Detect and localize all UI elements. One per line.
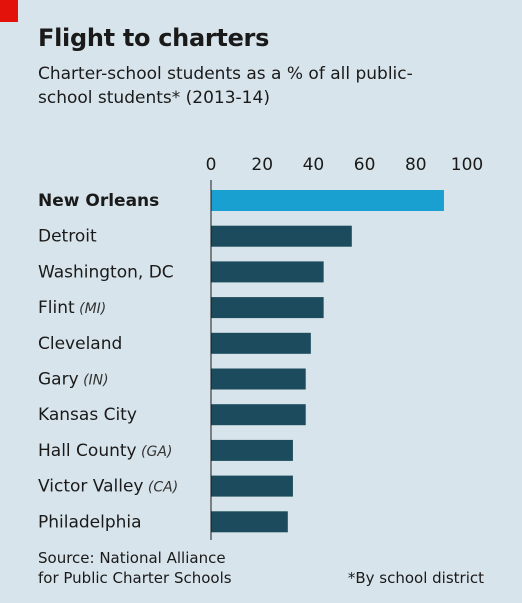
bar [211,261,324,283]
x-tick-label: 0 [206,155,217,175]
category-label: Victor Valley (CA) [38,477,178,497]
bar [211,368,306,390]
x-tick-label: 80 [405,155,427,175]
brand-tag [0,0,18,22]
category-label: Kansas City [38,405,137,425]
footnote: *By school district [347,569,484,587]
chart-title: Flight to charters [38,24,270,52]
bar [211,332,311,354]
bar [211,511,288,533]
category-label: Detroit [38,227,97,247]
category-label: Hall County (GA) [38,441,172,461]
category-label: Washington, DC [38,262,174,282]
bar [211,190,444,211]
chart-subtitle: Charter-school students as a % of all pu… [38,64,413,108]
category-label: Gary (IN) [38,370,109,390]
x-tick-label: 40 [303,155,325,175]
bar [211,297,324,319]
x-tick-label: 20 [251,155,273,175]
category-label: Flint (MI) [38,298,106,318]
bar [211,439,293,461]
category-label: Cleveland [38,334,122,354]
category-label: New Orleans [38,191,159,211]
source-note: Source: National Alliance for Public Cha… [38,549,232,587]
bar [211,404,306,426]
x-tick-label: 60 [354,155,376,175]
x-tick-label: 100 [451,155,483,175]
bar [211,225,352,247]
category-label: Philadelphia [38,512,142,532]
bar [211,475,293,497]
